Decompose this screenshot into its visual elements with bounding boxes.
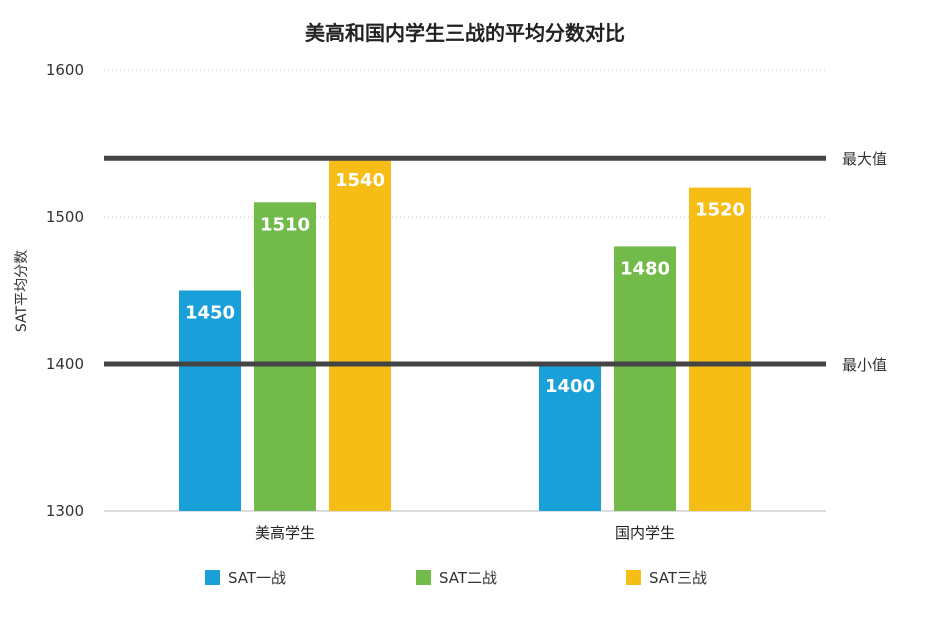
bar-value-label: 1400 [545, 376, 595, 397]
bars: 1450 1400 1510 1480 1540 1520 [179, 158, 751, 512]
y-tick-label: 1500 [46, 208, 84, 226]
y-tick-label: 1600 [46, 61, 84, 79]
bar-value-label: 1450 [185, 303, 235, 324]
legend: SAT一战 SAT二战 SAT三战 [205, 569, 707, 587]
y-tick-label: 1400 [46, 355, 84, 373]
bar [179, 290, 241, 511]
x-axis-categories: 美高学生 国内学生 [255, 524, 675, 542]
bar-value-label: 1510 [260, 214, 310, 235]
bar-value-label: 1520 [695, 200, 745, 221]
y-tick-label: 1300 [46, 502, 84, 520]
reference-line-label: 最小值 [842, 356, 887, 374]
bar [254, 202, 316, 512]
legend-swatch [626, 570, 641, 585]
bar [329, 158, 391, 511]
x-tick-label: 美高学生 [255, 524, 315, 542]
legend-label: SAT二战 [439, 569, 497, 587]
reference-line-label: 最大值 [842, 150, 887, 168]
legend-swatch [205, 570, 220, 585]
chart-title: 美高和国内学生三战的平均分数对比 [305, 21, 625, 45]
bar [689, 187, 751, 511]
y-axis-ticks: 1300 1400 1500 1600 [46, 61, 84, 520]
legend-label: SAT三战 [649, 569, 707, 587]
y-axis-label: SAT平均分数 [14, 250, 30, 332]
bar [539, 364, 601, 511]
x-tick-label: 国内学生 [615, 524, 675, 542]
bar-value-label: 1480 [620, 258, 670, 279]
bar [614, 246, 676, 511]
legend-swatch [416, 570, 431, 585]
legend-label: SAT一战 [228, 569, 286, 587]
bar-value-label: 1540 [335, 170, 385, 191]
